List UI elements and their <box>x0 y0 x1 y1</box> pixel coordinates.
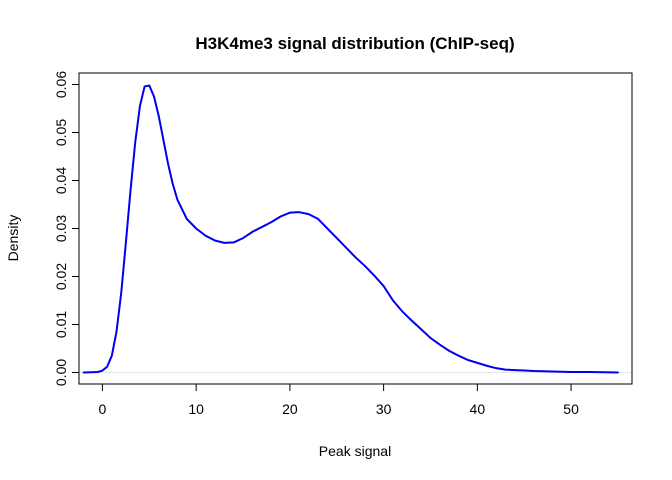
y-tick-label: 0.00 <box>53 359 69 386</box>
x-tick-label: 10 <box>188 401 204 417</box>
x-tick-label: 50 <box>563 401 579 417</box>
x-tick-label: 30 <box>376 401 392 417</box>
y-axis: 0.00 0.01 0.02 0.03 0.04 0.05 0.06 <box>53 71 80 386</box>
y-axis-label: Density <box>5 215 21 262</box>
y-tick-label: 0.02 <box>53 263 69 290</box>
x-tick-label: 20 <box>282 401 298 417</box>
density-curve-line <box>82 84 619 374</box>
y-tick-label: 0.06 <box>53 71 69 98</box>
x-tick-label: 0 <box>99 401 107 417</box>
x-axis: 0 10 20 30 40 50 <box>99 383 579 417</box>
chart-title: H3K4me3 signal distribution (ChIP-seq) <box>195 34 514 53</box>
y-tick-label: 0.04 <box>53 167 69 194</box>
plot-frame <box>78 72 633 385</box>
x-axis-label: Peak signal <box>319 443 391 459</box>
y-tick-label: 0.01 <box>53 311 69 338</box>
y-tick-label: 0.05 <box>53 119 69 146</box>
y-tick-label: 0.03 <box>53 215 69 242</box>
x-tick-label: 40 <box>470 401 486 417</box>
